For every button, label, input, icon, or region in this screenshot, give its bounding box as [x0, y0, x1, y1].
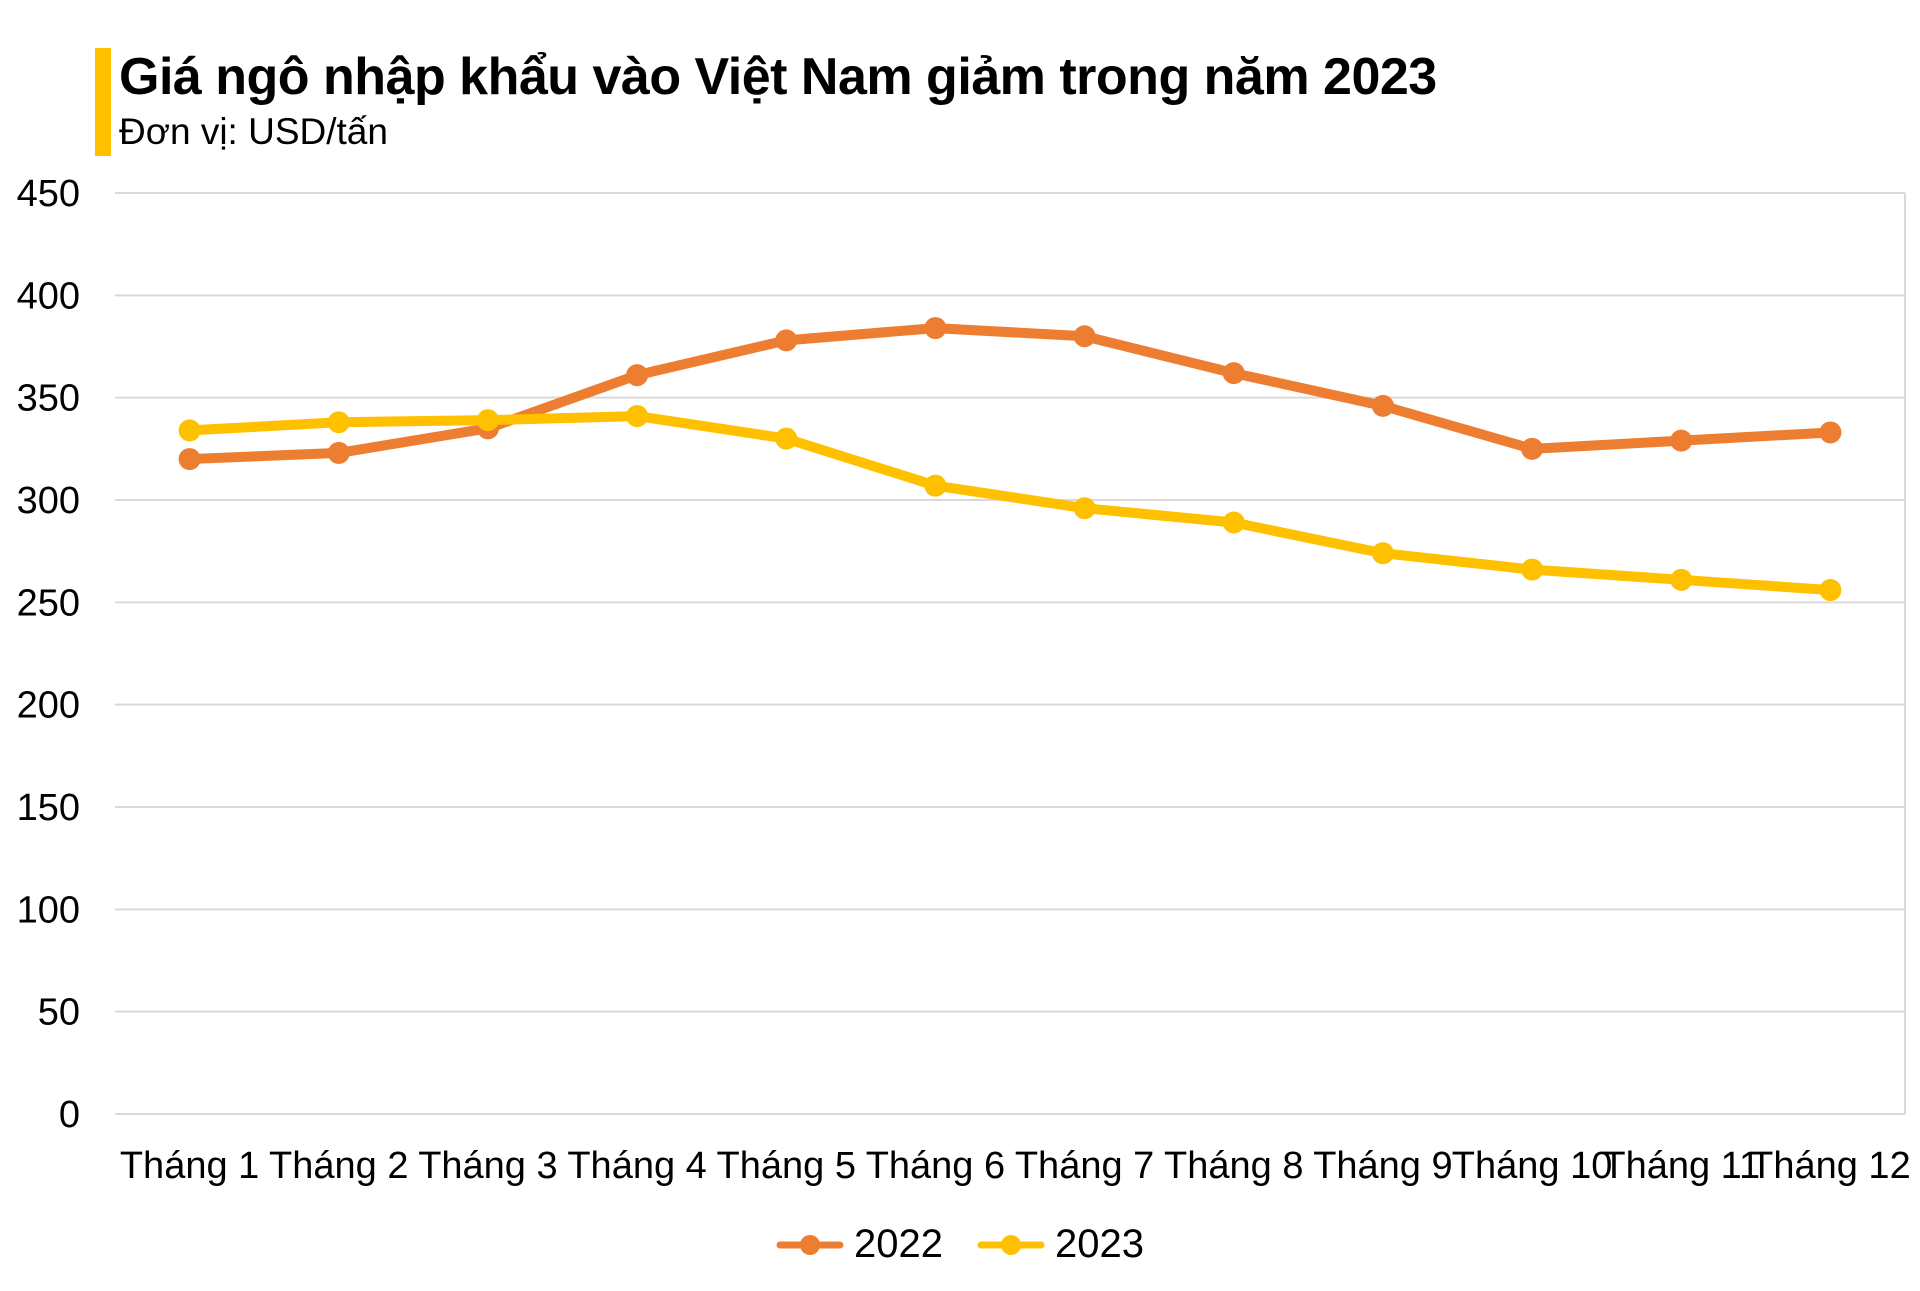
- series-line-2023: [184, 411, 1836, 596]
- data-point-marker-2023: [327, 411, 350, 434]
- data-point-marker-2023: [1222, 511, 1245, 534]
- x-axis-label: Tháng 12: [1750, 1145, 1911, 1187]
- series-line-2022: [184, 323, 1836, 465]
- x-axis-label: Tháng 3: [418, 1145, 557, 1187]
- data-point-marker-2022: [1371, 394, 1394, 417]
- chart-title: Giá ngô nhập khẩu vào Việt Nam giảm tron…: [119, 48, 1437, 106]
- data-point-marker-2022: [327, 441, 350, 464]
- legend-label: 2023: [1055, 1222, 1144, 1266]
- y-axis-label: 50: [38, 992, 80, 1034]
- y-axis-label: 150: [17, 787, 80, 829]
- x-axis-label: Tháng 6: [866, 1145, 1005, 1187]
- data-point-marker-2023: [924, 474, 947, 497]
- x-axis-label: Tháng 10: [1452, 1145, 1613, 1187]
- legend-marker-icon: [977, 1234, 1045, 1255]
- legend-item-2023: 2023: [977, 1222, 1144, 1267]
- x-axis-label: Tháng 7: [1015, 1145, 1154, 1187]
- y-axis-label: 200: [17, 685, 80, 727]
- x-axis-label: Tháng 1: [120, 1145, 259, 1187]
- data-point-marker-2023: [1521, 558, 1544, 581]
- data-point-marker-2023: [775, 427, 798, 450]
- x-axis-label: Tháng 5: [717, 1145, 856, 1187]
- title-accent-bar: [95, 48, 111, 156]
- legend-item-2022: 2022: [776, 1222, 943, 1267]
- data-point-marker-2022: [924, 317, 947, 340]
- x-axis-label: Tháng 11: [1602, 1145, 1760, 1187]
- x-axis-label: Tháng 2: [269, 1145, 408, 1187]
- legend-label: 2022: [854, 1222, 943, 1266]
- data-point-marker-2023: [476, 409, 499, 432]
- data-point-marker-2022: [178, 448, 201, 471]
- y-axis-label: 0: [59, 1094, 80, 1136]
- chart-subtitle: Đơn vị: USD/tấn: [119, 111, 388, 153]
- chart-legend: 2022 2023: [0, 1222, 1920, 1267]
- data-point-marker-2023: [178, 419, 201, 442]
- data-point-marker-2022: [626, 364, 649, 387]
- legend-marker-icon: [776, 1234, 844, 1255]
- data-point-marker-2023: [1371, 542, 1394, 565]
- x-axis-label: Tháng 9: [1313, 1145, 1452, 1187]
- data-point-marker-2023: [1670, 568, 1693, 591]
- y-axis-label: 350: [17, 378, 80, 420]
- data-point-marker-2022: [1521, 437, 1544, 460]
- data-point-marker-2022: [1222, 362, 1245, 385]
- x-axis-label: Tháng 4: [567, 1145, 706, 1187]
- y-axis-label: 300: [17, 480, 80, 522]
- data-point-marker-2022: [1670, 429, 1693, 452]
- y-axis-label: 100: [17, 889, 80, 931]
- data-point-marker-2023: [626, 405, 649, 428]
- x-axis-label: Tháng 8: [1164, 1145, 1303, 1187]
- y-axis-label: 450: [17, 173, 80, 215]
- chart-header: Giá ngô nhập khẩu vào Việt Nam giảm tron…: [95, 48, 1437, 156]
- data-point-marker-2023: [1819, 579, 1842, 602]
- data-point-marker-2022: [1073, 325, 1096, 348]
- data-point-marker-2022: [775, 329, 798, 352]
- y-axis-label: 250: [17, 582, 80, 624]
- y-axis-label: 400: [17, 275, 80, 317]
- data-point-marker-2022: [1819, 421, 1842, 444]
- data-point-marker-2023: [1073, 497, 1096, 520]
